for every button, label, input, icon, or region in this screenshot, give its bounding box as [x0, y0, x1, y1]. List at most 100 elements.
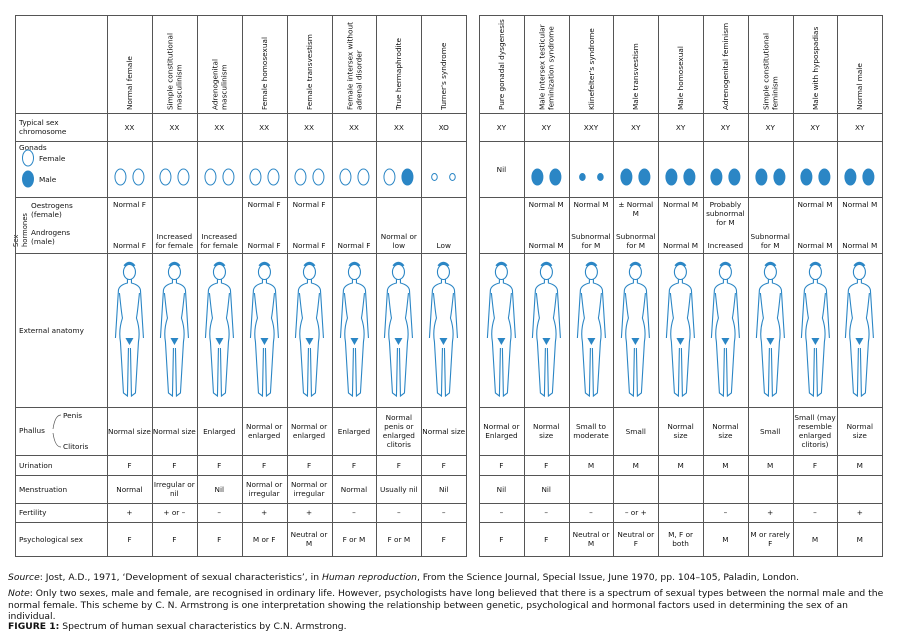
- gonad: [338, 168, 351, 186]
- rule: [479, 407, 883, 408]
- column-header: Adrenogenital feminism: [720, 22, 730, 110]
- rule: [151, 15, 153, 556]
- figure-part: [260, 338, 269, 345]
- figure-part: [429, 279, 459, 398]
- androgens-cell: Normal M: [842, 241, 878, 250]
- psych-cell: Neutral or M: [290, 530, 328, 548]
- legend-label: Male: [39, 174, 57, 184]
- figure-part: [764, 261, 777, 267]
- psych-cell: F: [544, 534, 549, 544]
- figure-part: [495, 261, 508, 267]
- drawing: [755, 168, 786, 186]
- column-header: True hermaphrodite: [394, 38, 404, 110]
- gonad: [383, 168, 396, 186]
- rule: [613, 15, 615, 556]
- figure-part: [629, 261, 642, 267]
- gonad: [638, 168, 651, 186]
- figure-part: [710, 279, 740, 398]
- fertility-cell: –: [397, 508, 401, 517]
- androgens-cell: Normal or low: [380, 232, 417, 250]
- fertility-cell: –: [352, 508, 356, 517]
- drawing: [620, 168, 651, 186]
- rule: [15, 522, 467, 523]
- gonad: [763, 263, 777, 281]
- menstruation-cell: Usually nil: [380, 484, 418, 494]
- urination-cell: F: [812, 460, 818, 470]
- rule: [837, 15, 839, 556]
- drawing: [710, 168, 741, 186]
- row-label: Phallus: [19, 425, 45, 435]
- rule: [107, 15, 108, 556]
- drawing: [114, 261, 144, 398]
- drawing: [159, 168, 190, 186]
- oestrogens-cell: Normal F: [112, 200, 146, 209]
- gonad: [114, 168, 127, 186]
- gonads_label-cell: Nil: [496, 164, 507, 174]
- source-text: : Jost, A.D., 1971, ‘Development of sexu…: [39, 572, 322, 583]
- chromosome-cell: XX: [304, 122, 315, 132]
- phallus-cell: Enlarged: [337, 426, 371, 436]
- rule: [15, 253, 467, 254]
- chromosome-cell: XY: [496, 122, 507, 132]
- phallus-cell: Normal or Enlarged: [483, 422, 520, 440]
- gonad: [755, 168, 768, 186]
- column-header: Female intersex without adrenal disorder: [344, 22, 363, 110]
- drawing: [429, 261, 459, 398]
- fertility-cell: –: [499, 508, 504, 517]
- menstruation-cell: Normal: [340, 484, 368, 494]
- figure-part: [349, 338, 358, 345]
- figure-part: [213, 261, 226, 267]
- figure-part: [810, 338, 819, 345]
- urination-cell: F: [127, 460, 132, 470]
- figure-part: [339, 279, 369, 398]
- phallus-cell: Normal size: [152, 426, 196, 436]
- androgens-cell: Normal M: [797, 241, 833, 250]
- drawing: [666, 261, 696, 398]
- psych-cell: M: [722, 534, 729, 544]
- gonad: [401, 168, 414, 186]
- psych-cell: F or M: [387, 534, 411, 544]
- gonad: [449, 173, 457, 181]
- row-label: Psychological sex: [19, 534, 83, 544]
- urination-cell: F: [172, 460, 177, 470]
- drawing: [52, 414, 62, 448]
- figure-part: [586, 338, 595, 345]
- rule: [479, 475, 883, 476]
- row-label: Gonads: [19, 142, 47, 152]
- figure-part: [439, 338, 448, 345]
- drawing: [431, 173, 457, 181]
- figure-part: [114, 279, 144, 398]
- column-header: Male intersex testicular feminization sy…: [537, 24, 556, 110]
- chromosome-cell: XX: [214, 122, 225, 132]
- chromosome-cell: XY: [765, 122, 775, 132]
- column-header: Male transvestism: [631, 43, 641, 110]
- gonad: [596, 173, 604, 181]
- urination-cell: F: [441, 460, 446, 470]
- column-header: Female transvestism: [304, 34, 314, 110]
- fertility-cell: –: [813, 508, 817, 517]
- figure-part: [215, 338, 224, 345]
- menstruation-cell: Nil: [496, 484, 507, 494]
- gonad: [710, 168, 723, 186]
- figure-part: [621, 279, 651, 398]
- rule: [15, 15, 16, 556]
- drawing: [710, 261, 740, 398]
- androgens-cell: Normal F: [292, 241, 326, 250]
- row-label: Sex hormones: [12, 213, 29, 247]
- gonad: [683, 168, 696, 186]
- column-header: Normal female: [124, 56, 134, 110]
- gonad: [620, 168, 633, 186]
- phallus-cell: Small: [760, 426, 781, 436]
- note-text: : Only two sexes, male and female, are r…: [8, 588, 884, 622]
- figure-part: [800, 279, 830, 398]
- oestrogens-cell: ± Normal M: [618, 200, 654, 218]
- figure-part: [674, 261, 687, 267]
- gonad: [549, 168, 562, 186]
- drawing: [800, 261, 830, 398]
- rule: [376, 15, 378, 556]
- figure-part: [845, 279, 875, 398]
- drawing: [204, 261, 234, 398]
- rule: [286, 15, 288, 556]
- figure-part: [676, 338, 685, 345]
